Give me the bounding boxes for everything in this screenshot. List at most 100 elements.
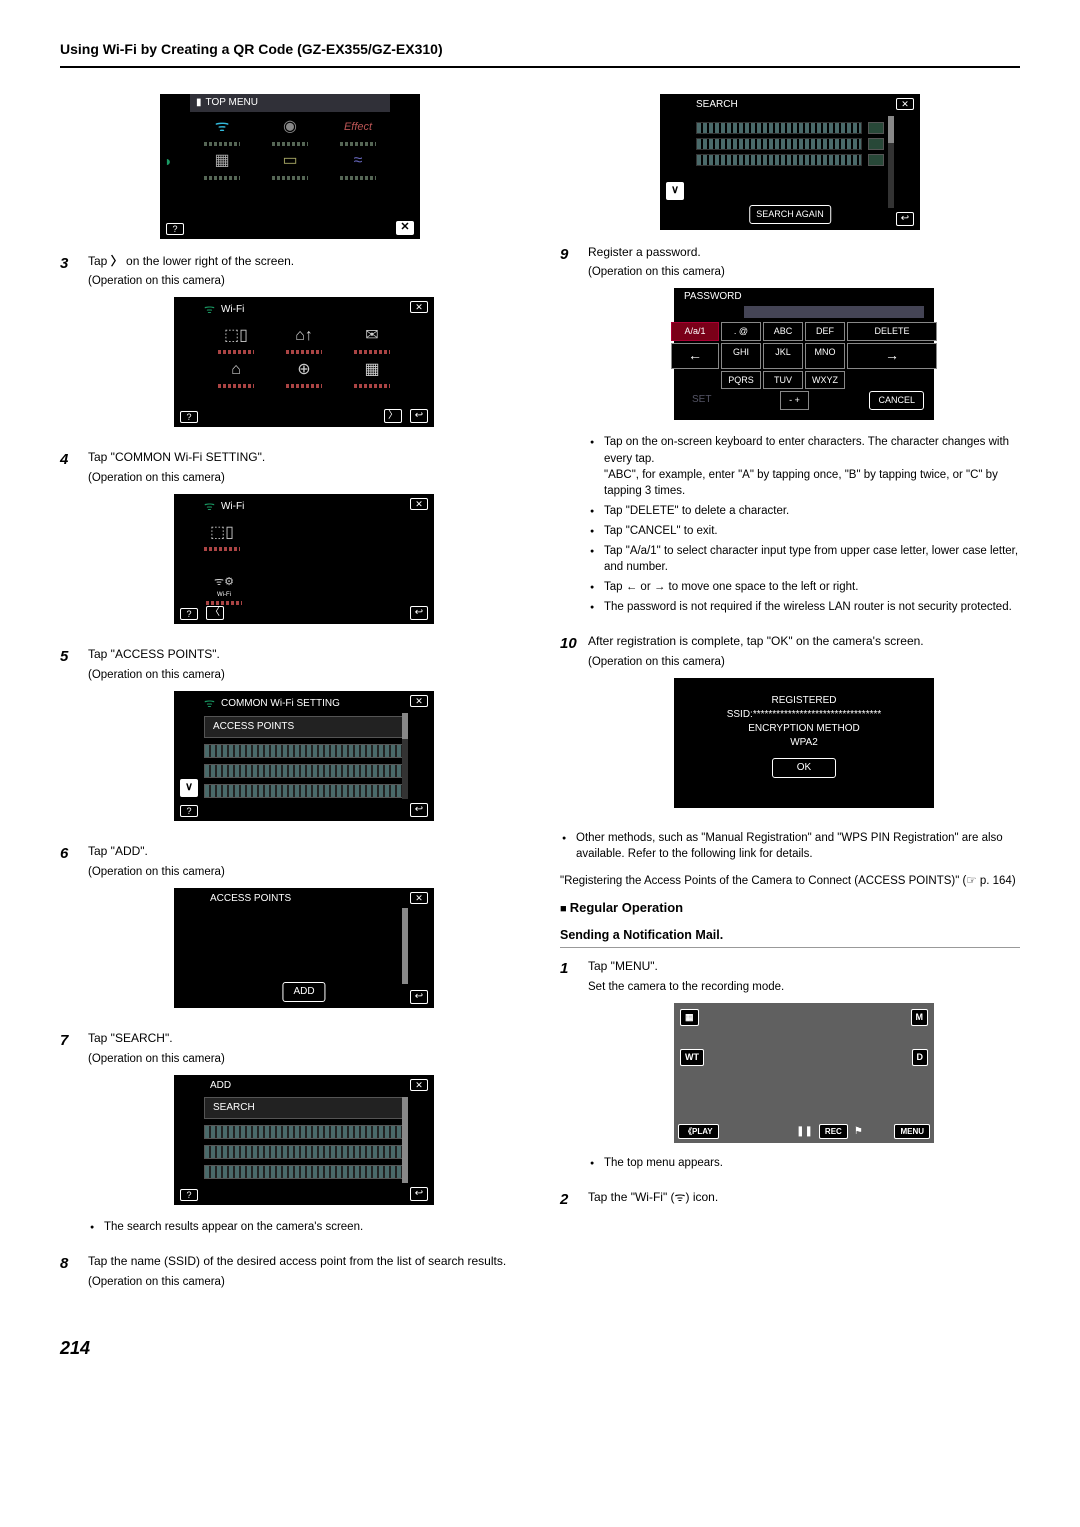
- cancel-button[interactable]: CANCEL: [869, 391, 924, 410]
- menu-icon-wifi[interactable]: ᯤ: [190, 116, 254, 146]
- menu-button[interactable]: MENU: [894, 1124, 930, 1139]
- rec-button[interactable]: REC: [819, 1124, 848, 1139]
- back-button[interactable]: ↩: [410, 1187, 428, 1201]
- wifi-opt-5[interactable]: ⊕: [272, 358, 336, 388]
- wifi-opt-6[interactable]: ▦: [340, 358, 404, 388]
- close-icon[interactable]: ✕: [410, 1079, 428, 1091]
- set-button: SET: [684, 391, 719, 410]
- key-mode[interactable]: A/a/1: [671, 322, 719, 341]
- key[interactable]: DEF: [805, 322, 845, 341]
- add-button[interactable]: ADD: [282, 982, 325, 1002]
- play-button[interactable]: 《PLAY: [678, 1124, 719, 1139]
- bullet: The password is not required if the wire…: [604, 599, 1020, 615]
- help-button[interactable]: ?: [180, 411, 198, 423]
- help-button[interactable]: ?: [180, 1189, 198, 1201]
- menu-item-blur[interactable]: [204, 784, 404, 798]
- step-sub: (Operation on this camera): [88, 864, 520, 880]
- menu-icon-5[interactable]: ▭: [258, 150, 322, 180]
- wifi-opt-3[interactable]: ✉: [340, 324, 404, 354]
- help-button[interactable]: ?: [180, 805, 198, 817]
- next-button[interactable]: 〉: [384, 409, 402, 423]
- close-icon[interactable]: ✕: [410, 695, 428, 707]
- wt-button[interactable]: WT: [680, 1049, 704, 1066]
- scrollbar[interactable]: [402, 713, 408, 799]
- key[interactable]: WXYZ: [805, 371, 845, 390]
- menu-item-search[interactable]: SEARCH: [204, 1097, 404, 1119]
- bullet: Tap "CANCEL" to exit.: [604, 523, 1020, 539]
- search-screen: SEARCH ✕ ∨ SEARCH AGAIN ↩: [660, 94, 920, 230]
- menu-item-access-points[interactable]: ACCESS POINTS: [204, 716, 404, 738]
- wifi-screen-1: ᯤWi-Fi ✕ ⬚▯ ⌂↑ ✉ ⌂ ⊕ ▦ ? 〉 ↩: [174, 297, 434, 427]
- help-button[interactable]: ?: [180, 608, 198, 620]
- access-points-screen: ACCESS POINTS ✕ ADD ↩: [174, 888, 434, 1008]
- close-icon[interactable]: ✕: [410, 498, 428, 510]
- d-button[interactable]: D: [912, 1049, 929, 1066]
- key[interactable]: PQRS: [721, 371, 761, 390]
- screen-title: Wi-Fi: [221, 303, 244, 317]
- password-field[interactable]: [744, 306, 924, 318]
- ok-button[interactable]: OK: [772, 758, 836, 778]
- key[interactable]: ABC: [763, 322, 803, 341]
- back-button[interactable]: ↩: [410, 409, 428, 423]
- key-delete[interactable]: DELETE: [847, 322, 937, 341]
- back-button[interactable]: ↩: [896, 212, 914, 226]
- key-right[interactable]: →: [847, 343, 937, 369]
- step-text: Tap "ADD".: [88, 843, 520, 860]
- section-heading: Regular Operation: [560, 899, 1020, 917]
- back-button[interactable]: ↩: [410, 606, 428, 620]
- back-button[interactable]: ↩: [410, 803, 428, 817]
- step-sub: (Operation on this camera): [88, 1051, 520, 1067]
- wifi-result[interactable]: [660, 136, 920, 152]
- menu-item-blur[interactable]: [204, 764, 404, 778]
- wifi-opt-2[interactable]: ⌂↑: [272, 324, 336, 354]
- close-button[interactable]: ✕: [396, 221, 414, 235]
- wifi-screen-2: ᯤWi-Fi ✕ ⬚▯ ᯤ⚙Wi-Fi ? 〈 ↩: [174, 494, 434, 624]
- menu-item-blur[interactable]: [204, 1165, 404, 1179]
- key[interactable]: JKL: [763, 343, 803, 369]
- key[interactable]: TUV: [763, 371, 803, 390]
- m-button[interactable]: M: [911, 1009, 929, 1026]
- wifi-icon: ᯤ: [204, 498, 215, 515]
- key[interactable]: . @: [721, 322, 761, 341]
- screen-title: ADD: [210, 1079, 231, 1093]
- menu-icon-4[interactable]: ▦: [190, 150, 254, 180]
- menu-item-blur[interactable]: [204, 1125, 404, 1139]
- step-number: 5: [60, 646, 88, 835]
- scrollbar[interactable]: [402, 1097, 408, 1183]
- menu-icon-effect[interactable]: Effect: [326, 116, 390, 146]
- screen-title: PASSWORD: [674, 288, 934, 304]
- key[interactable]: - +: [780, 391, 809, 410]
- close-icon[interactable]: ✕: [410, 301, 428, 313]
- down-button[interactable]: ∨: [666, 182, 684, 200]
- wifi-result[interactable]: [660, 120, 920, 136]
- menu-item-blur[interactable]: [204, 1145, 404, 1159]
- key[interactable]: MNO: [805, 343, 845, 369]
- bullet: The search results appear on the camera'…: [104, 1219, 520, 1235]
- scrollbar[interactable]: [402, 908, 408, 984]
- menu-icon-2[interactable]: ◉: [258, 116, 322, 146]
- close-icon[interactable]: ✕: [896, 98, 914, 110]
- back-button[interactable]: ↩: [410, 990, 428, 1004]
- page-header: Using Wi-Fi by Creating a QR Code (GZ-EX…: [60, 40, 1020, 68]
- bullet: Tap on the on-screen keyboard to enter c…: [604, 434, 1020, 498]
- menu-item-blur[interactable]: [204, 744, 404, 758]
- key[interactable]: GHI: [721, 343, 761, 369]
- left-column: ▮ TOP MENU ᯤ ◉ Effect ▦ ▭ ≈ ◗ ? ✕ 3 Tap …: [60, 88, 520, 1306]
- wifi-result[interactable]: [660, 152, 920, 168]
- help-button[interactable]: ?: [166, 223, 184, 235]
- close-icon[interactable]: ✕: [410, 892, 428, 904]
- down-button[interactable]: ∨: [180, 779, 198, 797]
- step-number: 7: [60, 1030, 88, 1245]
- prev-button[interactable]: 〈: [206, 606, 224, 620]
- wifi-opt-a[interactable]: ⬚▯: [204, 521, 240, 551]
- wifi-opt-1[interactable]: ⬚▯: [204, 324, 268, 354]
- image-mode-icon[interactable]: ▦: [680, 1009, 699, 1026]
- menu-icon-6[interactable]: ≈: [326, 150, 390, 180]
- wifi-opt-4[interactable]: ⌂: [204, 358, 268, 388]
- step-text: Tap the "Wi-Fi" (ᯤ) icon.: [588, 1189, 1020, 1206]
- wifi-settings-icon[interactable]: ᯤ⚙Wi-Fi: [204, 575, 244, 605]
- wifi-icon: ᯤ: [204, 695, 215, 712]
- scrollbar[interactable]: [888, 116, 894, 208]
- search-again-button[interactable]: SEARCH AGAIN: [749, 205, 831, 224]
- key-left[interactable]: ←: [671, 343, 719, 369]
